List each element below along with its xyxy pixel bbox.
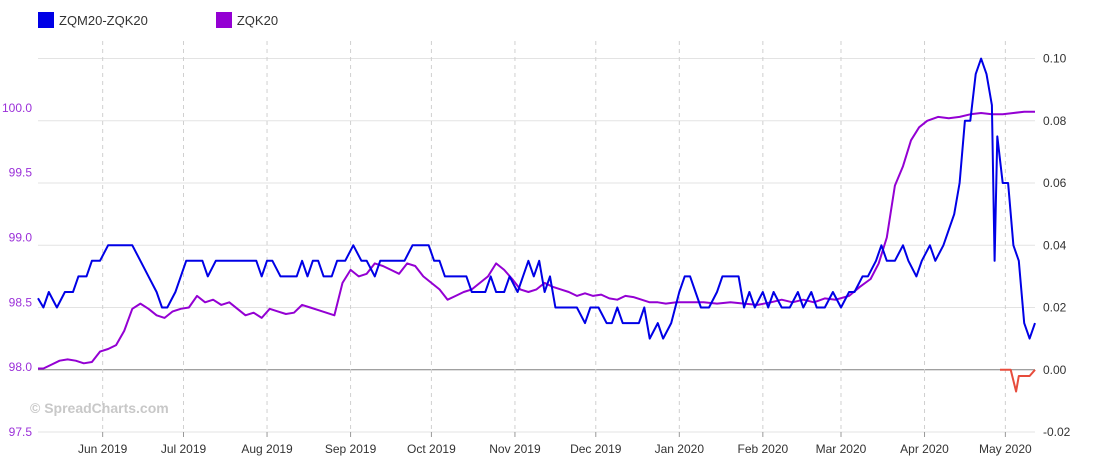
- left-tick-label: 98.5: [9, 295, 33, 309]
- price-series-line: [38, 110, 1035, 370]
- left-tick-label: 97.5: [9, 425, 33, 439]
- right-tick-label: 0.08: [1043, 114, 1067, 128]
- left-tick-label: 98.0: [9, 360, 33, 374]
- legend-item-spread[interactable]: ZQM20-ZQK20: [38, 12, 148, 28]
- x-axis-ticks: Jun 2019 Jul 2019 Aug 2019 Sep 2019 Oct 2019…: [78, 432, 1032, 456]
- right-tick-label: 0.00: [1043, 363, 1067, 377]
- legend-label-spread: ZQM20-ZQK20: [59, 12, 148, 28]
- x-tick-label: Sep 2019: [325, 442, 377, 456]
- left-tick-label: 100.0: [2, 101, 32, 115]
- x-tick-label: Apr 2020: [900, 442, 949, 456]
- x-tick-label: Jul 2019: [161, 442, 207, 456]
- chart-legend: ZQM20-ZQK20 ZQK20: [38, 10, 346, 30]
- right-tick-label: 0.02: [1043, 301, 1067, 315]
- x-tick-label: Dec 2019: [570, 442, 622, 456]
- right-tick-label: 0.06: [1043, 176, 1067, 190]
- right-tick-label: 0.04: [1043, 238, 1067, 252]
- x-tick-label: May 2020: [979, 442, 1032, 456]
- grid-lines: [38, 41, 1035, 433]
- legend-swatch-price: [215, 12, 232, 28]
- legend-label-price: ZQK20: [236, 12, 279, 28]
- x-tick-label: Nov 2019: [489, 442, 541, 456]
- x-tick-label: Aug 2019: [241, 442, 293, 456]
- live-segment-line: [1000, 368, 1036, 393]
- left-axis-ticks: 97.5 98.0 98.5 99.0 99.5 100.0: [2, 101, 32, 439]
- x-tick-label: Oct 2019: [407, 442, 456, 456]
- right-tick-label: 0.10: [1043, 52, 1067, 66]
- x-tick-label: Mar 2020: [816, 442, 867, 456]
- right-tick-label: -0.02: [1043, 425, 1071, 439]
- watermark: © SpreadCharts.com: [30, 400, 169, 416]
- legend-item-price[interactable]: ZQK20: [215, 12, 279, 28]
- series-lines: [37, 57, 1036, 393]
- x-tick-label: Jan 2020: [655, 442, 705, 456]
- left-tick-label: 99.0: [9, 231, 33, 245]
- x-tick-label: Jun 2019: [78, 442, 128, 456]
- left-tick-label: 99.5: [9, 166, 33, 180]
- x-tick-label: Feb 2020: [737, 442, 788, 456]
- spread-series-line: [37, 57, 1036, 340]
- right-axis-ticks: -0.02 0.00 0.02 0.04 0.06 0.08 0.10: [1043, 52, 1071, 439]
- legend-swatch-spread: [38, 12, 54, 28]
